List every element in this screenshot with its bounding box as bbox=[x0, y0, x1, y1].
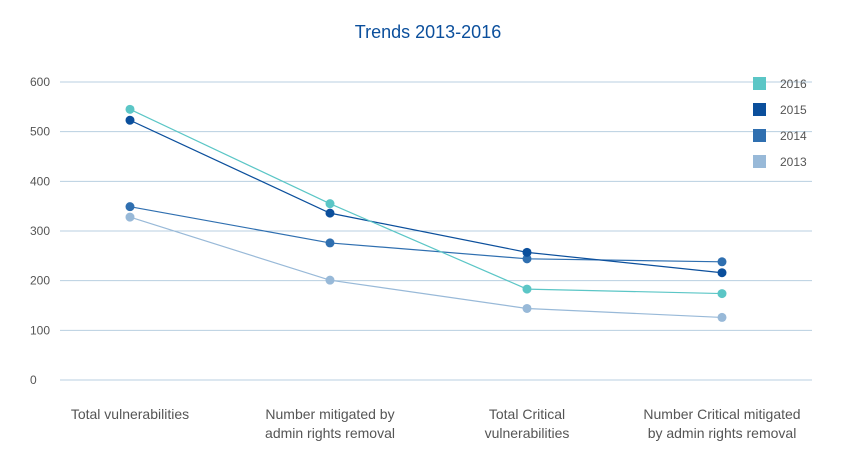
data-point bbox=[325, 238, 335, 248]
y-tick-label: 0 bbox=[30, 373, 37, 387]
series-lines bbox=[125, 104, 727, 322]
x-category-label: Total vulnerabilities bbox=[71, 406, 189, 422]
series-line bbox=[129, 108, 723, 295]
legend-swatch bbox=[753, 77, 766, 90]
data-point bbox=[125, 212, 135, 222]
data-point bbox=[325, 199, 335, 209]
y-tick-label: 600 bbox=[30, 75, 50, 89]
x-category-label-line: Total vulnerabilities bbox=[71, 406, 189, 422]
data-point bbox=[717, 312, 727, 322]
y-axis-tick-labels: 0 100 200 300 400 500 600 bbox=[30, 75, 50, 387]
gridlines bbox=[60, 81, 812, 381]
series-line bbox=[129, 206, 723, 263]
data-point bbox=[522, 284, 532, 294]
data-point bbox=[125, 104, 135, 114]
x-category-label: Number mitigated by admin rights removal bbox=[265, 406, 395, 441]
legend-label: 2013 bbox=[780, 155, 807, 169]
series-line bbox=[129, 119, 723, 274]
x-axis-category-labels: Total vulnerabilities Number mitigated by… bbox=[71, 406, 801, 441]
data-point bbox=[325, 275, 335, 285]
data-point bbox=[125, 115, 135, 125]
data-point bbox=[717, 257, 727, 267]
data-point bbox=[522, 303, 532, 313]
legend-swatch bbox=[753, 129, 766, 142]
series-2016 bbox=[125, 104, 727, 299]
x-category-label-line: Number Critical mitigated bbox=[643, 406, 800, 422]
x-category-label: Total Critical vulnerabilities bbox=[485, 406, 570, 441]
series-line bbox=[129, 216, 723, 319]
series-2015 bbox=[125, 115, 727, 278]
legend-label: 2016 bbox=[780, 77, 807, 91]
legend-swatch bbox=[753, 155, 766, 168]
x-category-label-line: Total Critical bbox=[489, 406, 565, 422]
series-2014 bbox=[125, 202, 727, 267]
x-category-label: Number Critical mitigated by admin rights… bbox=[643, 406, 800, 441]
data-point bbox=[717, 268, 727, 278]
x-category-label-line: Number mitigated by bbox=[265, 406, 394, 422]
x-category-label-line: by admin rights removal bbox=[648, 425, 797, 441]
x-category-label-line: admin rights removal bbox=[265, 425, 395, 441]
series-2013 bbox=[125, 212, 727, 322]
y-tick-label: 300 bbox=[30, 224, 50, 238]
data-point bbox=[125, 202, 135, 212]
data-point bbox=[522, 254, 532, 264]
y-tick-label: 500 bbox=[30, 125, 50, 139]
y-tick-label: 100 bbox=[30, 323, 50, 337]
chart-title: Trends 2013-2016 bbox=[355, 22, 501, 42]
legend: 2016 2015 2014 2013 bbox=[753, 77, 807, 169]
data-point bbox=[522, 247, 532, 257]
legend-label: 2015 bbox=[780, 103, 807, 117]
x-category-label-line: vulnerabilities bbox=[485, 425, 570, 441]
y-tick-label: 400 bbox=[30, 174, 50, 188]
legend-label: 2014 bbox=[780, 129, 807, 143]
data-point bbox=[717, 289, 727, 299]
y-tick-label: 200 bbox=[30, 274, 50, 288]
legend-swatch bbox=[753, 103, 766, 116]
data-point bbox=[325, 208, 335, 218]
